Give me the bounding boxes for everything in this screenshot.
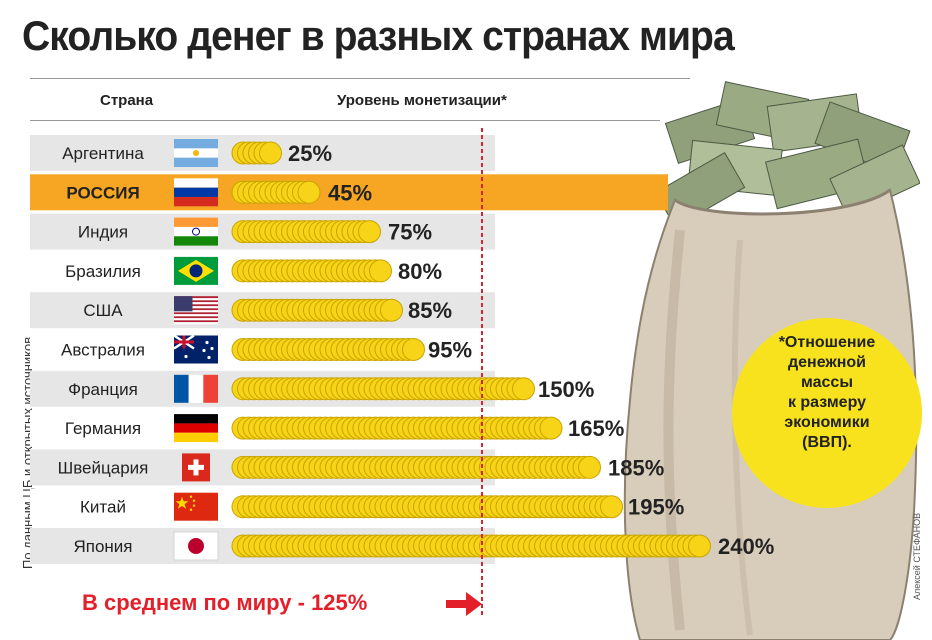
france-flag <box>174 374 218 403</box>
country-label: Бразилия <box>65 262 141 281</box>
data-row: США 85% <box>83 296 452 325</box>
coin-bar <box>231 220 381 244</box>
value-label: 85% <box>408 298 452 323</box>
country-label: Индия <box>78 223 128 242</box>
row-highlight <box>30 174 668 211</box>
coin-bar <box>231 259 392 283</box>
country-label: Япония <box>73 537 132 556</box>
switzerland-flag <box>182 453 210 482</box>
data-row: Китай 195% <box>80 492 684 521</box>
value-label: 80% <box>398 259 442 284</box>
world-average-note: В среднем по миру - 125% <box>82 590 368 615</box>
value-label: 185% <box>608 455 664 480</box>
coin-bar <box>231 338 425 361</box>
data-row: Индия 75% <box>78 217 432 246</box>
coin-bar <box>231 416 563 440</box>
coin-bar <box>231 534 711 558</box>
column-header-level: Уровень монетизации* <box>337 92 507 109</box>
argentina-flag <box>174 139 218 167</box>
value-label: 95% <box>428 338 472 363</box>
data-row: Япония 240% <box>73 531 774 561</box>
australia-flag <box>173 334 218 364</box>
data-row: Франция 150% <box>68 374 594 403</box>
coin-bar <box>231 495 623 519</box>
india-flag <box>174 217 218 246</box>
coin-bar <box>231 298 403 322</box>
japan-flag <box>173 531 219 561</box>
header-divider <box>30 120 660 121</box>
russia-flag <box>174 178 218 207</box>
value-label: 195% <box>628 495 684 520</box>
data-row: Австралия 95% <box>61 334 472 364</box>
data-row: Германия 165% <box>65 414 624 443</box>
title-divider <box>30 78 690 79</box>
coin-bar <box>231 455 601 479</box>
coin-bar <box>231 377 535 401</box>
chart-title: Сколько денег в разных странах мира <box>22 12 735 59</box>
value-label: 150% <box>538 377 594 402</box>
country-label: Аргентина <box>62 144 144 163</box>
footnote-circle: *Отношение денежной массы к размеру экон… <box>732 318 922 508</box>
column-header-country: Страна <box>100 92 154 109</box>
data-row: Швейцария 185% <box>58 453 664 482</box>
country-label: Германия <box>65 419 141 438</box>
brazil-flag <box>174 256 218 285</box>
banknotes <box>654 81 920 229</box>
value-label: 75% <box>388 220 432 245</box>
bag-shading <box>663 229 685 631</box>
value-label: 165% <box>568 416 624 441</box>
germany-flag <box>174 414 218 443</box>
value-label: 240% <box>718 534 774 559</box>
footnote-text: *Отношение денежной массы к размеру экон… <box>778 334 876 451</box>
data-row: Аргентина 25% <box>62 139 332 167</box>
country-label: Франция <box>68 380 138 399</box>
data-row: Бразилия 80% <box>65 256 442 285</box>
country-label: Швейцария <box>58 458 149 477</box>
usa-flag <box>174 296 218 325</box>
country-label: США <box>83 301 123 320</box>
country-label: РОССИЯ <box>66 183 139 202</box>
value-label: 25% <box>288 141 332 166</box>
value-label: 45% <box>328 180 372 205</box>
coin-bar <box>231 180 321 204</box>
data-row: РОССИЯ 45% <box>66 178 372 207</box>
country-label: Австралия <box>61 341 145 360</box>
coin-bar <box>231 141 282 165</box>
arrow-right-icon <box>446 592 482 616</box>
author-credit: Алексей СТЕФАНОВ <box>912 512 922 600</box>
china-flag <box>174 492 218 521</box>
country-label: Китай <box>80 498 126 517</box>
